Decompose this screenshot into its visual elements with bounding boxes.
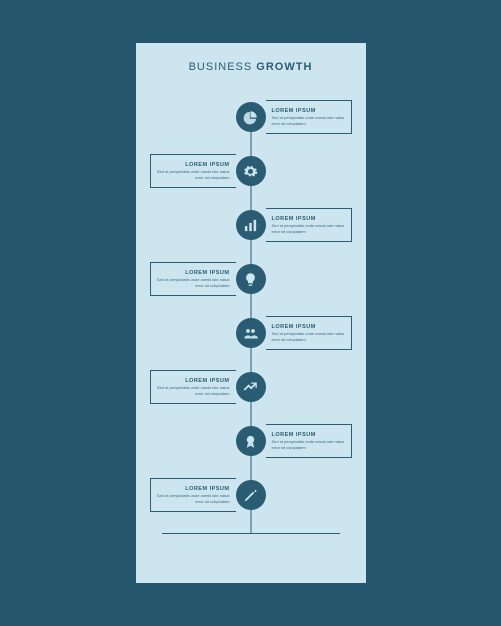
step-body: Sed ut perspiciatis unde omnis iste natu… [157,277,230,288]
timeline-step: LOREM IPSUMSed ut perspiciatis unde omni… [136,365,366,409]
bar-chart-icon [236,210,266,240]
step-body: Sed ut perspiciatis unde omnis iste natu… [157,493,230,504]
timeline-baseline [162,533,340,534]
step-box: LOREM IPSUMSed ut perspiciatis unde omni… [266,424,352,458]
timeline-step: LOREM IPSUMSed ut perspiciatis unde omni… [136,95,366,139]
timeline: LOREM IPSUMSed ut perspiciatis unde omni… [136,91,366,551]
step-body: Sed ut perspiciatis unde omnis iste natu… [272,115,345,126]
step-heading: LOREM IPSUM [157,270,230,276]
step-box: LOREM IPSUMSed ut perspiciatis unde omni… [150,154,236,188]
step-body: Sed ut perspiciatis unde omnis iste natu… [157,169,230,180]
pencil-icon [236,480,266,510]
timeline-step: LOREM IPSUMSed ut perspiciatis unde omni… [136,473,366,517]
pie-chart-icon [236,102,266,132]
step-heading: LOREM IPSUM [272,432,345,438]
step-box: LOREM IPSUMSed ut perspiciatis unde omni… [150,262,236,296]
step-heading: LOREM IPSUM [157,162,230,168]
page-title: BUSINESS GROWTH [136,61,366,73]
medal-icon [236,426,266,456]
step-box: LOREM IPSUMSed ut perspiciatis unde omni… [150,478,236,512]
infographic-card: BUSINESS GROWTH LOREM IPSUMSed ut perspi… [136,43,366,583]
step-heading: LOREM IPSUM [272,324,345,330]
timeline-step: LOREM IPSUMSed ut perspiciatis unde omni… [136,257,366,301]
step-box: LOREM IPSUMSed ut perspiciatis unde omni… [150,370,236,404]
title-bold: GROWTH [256,61,312,73]
timeline-step: LOREM IPSUMSed ut perspiciatis unde omni… [136,419,366,463]
step-body: Sed ut perspiciatis unde omnis iste natu… [272,439,345,450]
step-heading: LOREM IPSUM [157,378,230,384]
step-body: Sed ut perspiciatis unde omnis iste natu… [272,223,345,234]
step-box: LOREM IPSUMSed ut perspiciatis unde omni… [266,100,352,134]
step-box: LOREM IPSUMSed ut perspiciatis unde omni… [266,316,352,350]
step-heading: LOREM IPSUM [272,216,345,222]
step-heading: LOREM IPSUM [272,108,345,114]
step-box: LOREM IPSUMSed ut perspiciatis unde omni… [266,208,352,242]
people-icon [236,318,266,348]
gear-icon [236,156,266,186]
lightbulb-icon [236,264,266,294]
timeline-step: LOREM IPSUMSed ut perspiciatis unde omni… [136,149,366,193]
timeline-step: LOREM IPSUMSed ut perspiciatis unde omni… [136,311,366,355]
growth-icon [236,372,266,402]
step-body: Sed ut perspiciatis unde omnis iste natu… [272,331,345,342]
step-body: Sed ut perspiciatis unde omnis iste natu… [157,385,230,396]
step-heading: LOREM IPSUM [157,486,230,492]
timeline-step: LOREM IPSUMSed ut perspiciatis unde omni… [136,203,366,247]
title-light: BUSINESS [189,61,253,73]
